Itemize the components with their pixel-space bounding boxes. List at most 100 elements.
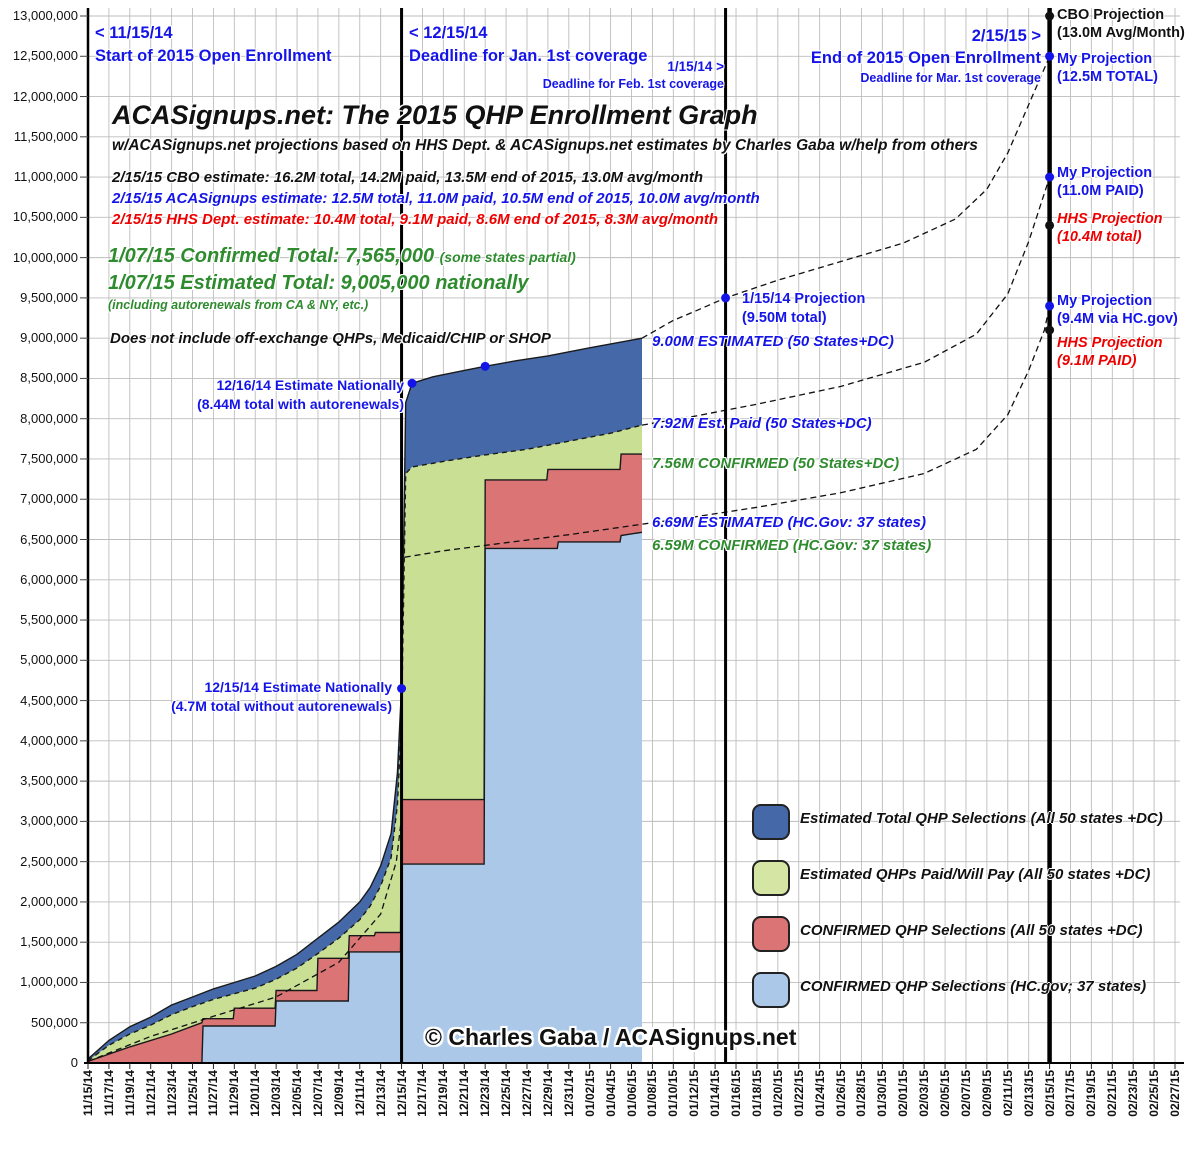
marker-jan15-label: Deadline for Feb. 1st coverage — [542, 77, 724, 91]
x-axis-label: 12/29/14 — [540, 1070, 555, 1117]
projection-hhs-paid-line2: (9.1M PAID) — [1057, 353, 1137, 369]
x-axis-label: 12/15/14 — [394, 1070, 409, 1117]
x-axis-label: 01/14/15 — [708, 1070, 723, 1117]
data-point-black — [1045, 325, 1055, 335]
x-axis-label: 12/21/14 — [457, 1070, 472, 1117]
x-axis-label: 02/11/15 — [1000, 1070, 1015, 1117]
estimate-cbo: 2/15/15 CBO estimate: 16.2M total, 14.2M… — [112, 169, 704, 186]
x-axis-label: 02/15/15 — [1042, 1070, 1057, 1117]
note-1216-estimate: 12/16/14 Estimate Nationally (8.44M tota… — [180, 376, 404, 414]
y-axis-label: 13,000,000 — [12, 8, 78, 23]
confirmed-total-text: 1/07/15 Confirmed Total: 7,565,000 — [108, 245, 435, 267]
x-axis-label: 11/21/14 — [143, 1070, 158, 1117]
x-axis-label: 12/09/14 — [331, 1070, 346, 1117]
projection-my-paid-line1: My Projection — [1057, 165, 1153, 181]
x-axis-label: 01/26/15 — [833, 1070, 848, 1117]
projection-my-total-line2: (12.5M TOTAL) — [1057, 69, 1158, 85]
x-axis-label: 01/08/15 — [645, 1070, 660, 1117]
label-est-paid-level: 7.92M Est. Paid (50 States+DC) — [652, 415, 872, 432]
legend-swatch-estimated-paid — [752, 860, 790, 896]
projection-cbo-line2: (13.0M Avg/Month) — [1057, 25, 1185, 41]
note-1215-estimate: 12/15/14 Estimate Nationally (4.7M total… — [150, 678, 392, 716]
legend-swatch-estimated-total — [752, 804, 790, 840]
projection-my-paid: My Projection (11.0M PAID) — [1057, 164, 1152, 200]
confirmed-total-note: 1/07/15 Confirmed Total: 7,565,000 (some… — [108, 245, 576, 268]
data-point-black — [1045, 11, 1055, 21]
x-axis-label: 02/25/15 — [1147, 1070, 1162, 1117]
label-estimated-total-level: 9.00M ESTIMATED (50 States+DC) — [652, 333, 894, 350]
x-axis-label: 01/22/15 — [791, 1070, 806, 1117]
y-axis-label: 12,000,000 — [12, 88, 78, 104]
data-point-blue — [1045, 301, 1055, 311]
x-axis-label: 02/17/15 — [1063, 1070, 1078, 1117]
x-axis-label: 12/05/14 — [290, 1070, 305, 1117]
projection-my-total-line1: My Projection — [1057, 51, 1153, 67]
legend-swatch-confirmed-hcgov — [752, 972, 790, 1008]
note-0115-line1: 1/15/14 Projection — [742, 291, 866, 307]
note-0115-line2: (9.50M total) — [742, 310, 827, 326]
legend-swatch-confirmed-all — [752, 916, 790, 952]
x-axis-label: 02/01/15 — [896, 1070, 911, 1117]
label-estimated-hcgov-level: 6.69M ESTIMATED (HC.Gov: 37 states) — [652, 514, 926, 531]
data-point-blue — [1045, 172, 1055, 182]
y-axis-label: 8,000,000 — [20, 410, 78, 426]
dashed-line-hcgov-estimated-and-projection — [404, 305, 1051, 558]
y-axis-label: 0 — [70, 1055, 78, 1070]
marker-feb15-label: End of 2015 Open Enrollment — [810, 49, 1041, 67]
projection-hhs-paid-line1: HHS Projection — [1057, 335, 1163, 351]
x-axis-label: 11/27/14 — [206, 1070, 221, 1117]
projection-cbo: CBO Projection (13.0M Avg/Month) — [1057, 6, 1185, 42]
x-axis-label: 11/19/14 — [122, 1070, 137, 1117]
marker-dec15-label: Deadline for Jan. 1st coverage — [409, 47, 648, 65]
y-axis-label: 3,500,000 — [20, 773, 78, 789]
x-axis-label: 01/30/15 — [875, 1070, 890, 1117]
projection-hhs-total: HHS Projection (10.4M total) — [1057, 210, 1163, 246]
x-axis-label: 01/06/15 — [624, 1070, 639, 1117]
y-axis-label: 8,500,000 — [20, 370, 78, 386]
x-axis-label: 12/31/14 — [561, 1070, 576, 1117]
y-axis-label: 6,500,000 — [20, 531, 78, 547]
label-confirmed-hcgov-level: 6.59M CONFIRMED (HC.Gov: 37 states) — [652, 537, 932, 554]
legend-label-estimated-paid: Estimated QHPs Paid/Will Pay (All 50 sta… — [800, 866, 1151, 883]
dashed-line-hcgov-estimated-pre-1215 — [87, 817, 403, 1063]
data-point-blue — [397, 683, 407, 693]
projection-my-hcgov-line2: (9.4M via HC.gov) — [1057, 311, 1178, 327]
marker-open-start-label: Start of 2015 Open Enrollment — [95, 47, 332, 65]
marker-feb15-sub: Deadline for Mar. 1st coverage — [860, 71, 1041, 85]
y-axis-label: 3,000,000 — [20, 813, 78, 829]
marker-open-start-date: < 11/15/14 — [95, 24, 173, 42]
projection-my-total: My Projection (12.5M TOTAL) — [1057, 50, 1158, 86]
x-axis-label: 02/27/15 — [1168, 1070, 1182, 1117]
x-axis-label: 11/23/14 — [164, 1070, 179, 1117]
confirmed-total-partial-note: (some states partial) — [439, 249, 576, 265]
projection-cbo-line1: CBO Projection — [1057, 7, 1165, 23]
y-axis-label: 500,000 — [31, 1014, 78, 1030]
data-point-blue — [480, 361, 490, 371]
x-axis-label: 01/02/15 — [582, 1070, 597, 1117]
x-axis-label: 11/29/14 — [227, 1070, 242, 1117]
x-axis-label: 02/13/15 — [1021, 1070, 1036, 1117]
y-axis-label: 2,000,000 — [20, 893, 78, 909]
y-axis-label: 2,500,000 — [20, 853, 78, 869]
note-1215-line2: (4.7M total without autorenewals) — [171, 698, 392, 714]
y-axis-label: 4,000,000 — [20, 732, 78, 748]
legend-label-confirmed-all: CONFIRMED QHP Selections (All 50 states … — [800, 922, 1143, 939]
y-axis-label: 10,000,000 — [12, 249, 78, 265]
autorenewal-note: (including autorenewals from CA & NY, et… — [108, 298, 369, 312]
x-axis-label: 01/24/15 — [812, 1070, 827, 1117]
x-axis-label: 11/15/14 — [81, 1070, 95, 1117]
y-axis-label: 9,500,000 — [20, 289, 78, 305]
x-axis-label: 01/28/15 — [854, 1070, 869, 1117]
excludes-note: Does not include off-exchange QHPs, Medi… — [110, 330, 551, 347]
x-axis-label: 12/17/14 — [415, 1070, 430, 1117]
page-title: ACASignups.net: The 2015 QHP Enrollment … — [112, 100, 758, 130]
x-axis-label: 01/10/15 — [666, 1070, 681, 1117]
x-axis-label: 12/11/14 — [352, 1070, 367, 1117]
x-axis-label: 12/19/14 — [436, 1070, 451, 1117]
data-point-black — [1045, 220, 1055, 230]
note-1216-line1: 12/16/14 Estimate Nationally — [216, 377, 404, 393]
y-axis-label: 4,500,000 — [20, 692, 78, 708]
projection-my-hcgov: My Projection (9.4M via HC.gov) — [1057, 292, 1178, 328]
data-point-blue — [407, 378, 417, 388]
y-axis-label: 1,500,000 — [20, 934, 78, 950]
